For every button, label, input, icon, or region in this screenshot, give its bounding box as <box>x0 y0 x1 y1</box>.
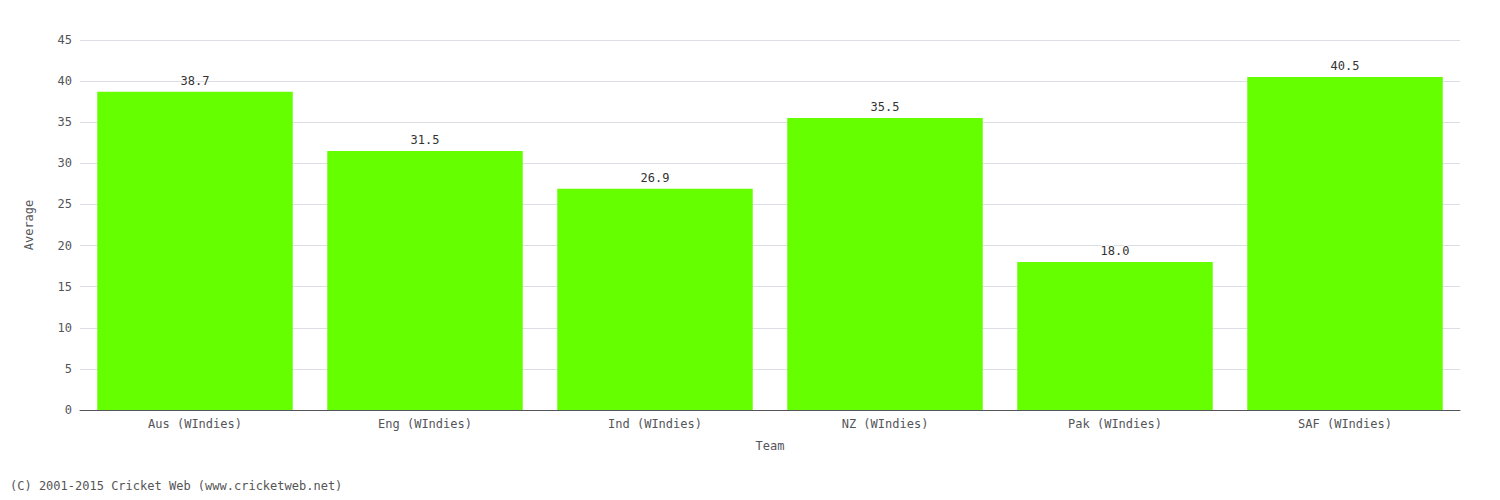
svg-text:25: 25 <box>58 197 72 211</box>
svg-text:15: 15 <box>58 280 72 294</box>
svg-text:18.0: 18.0 <box>1101 244 1130 258</box>
svg-text:10: 10 <box>58 321 72 335</box>
svg-text:31.5: 31.5 <box>411 133 440 147</box>
svg-text:Average: Average <box>22 200 36 251</box>
svg-text:0: 0 <box>65 403 72 417</box>
svg-text:30: 30 <box>58 156 72 170</box>
svg-text:Aus (WIndies): Aus (WIndies) <box>148 417 242 431</box>
svg-text:SAF (WIndies): SAF (WIndies) <box>1298 417 1392 431</box>
svg-text:26.9: 26.9 <box>641 171 670 185</box>
svg-text:(C) 2001-2015 Cricket Web (www: (C) 2001-2015 Cricket Web (www.cricketwe… <box>10 479 342 493</box>
svg-text:40.5: 40.5 <box>1331 59 1360 73</box>
svg-text:5: 5 <box>65 362 72 376</box>
svg-text:45: 45 <box>58 33 72 47</box>
svg-text:40: 40 <box>58 74 72 88</box>
svg-text:Team: Team <box>756 439 785 453</box>
svg-text:NZ (WIndies): NZ (WIndies) <box>842 417 929 431</box>
svg-text:Ind (WIndies): Ind (WIndies) <box>608 417 702 431</box>
svg-text:35: 35 <box>58 115 72 129</box>
svg-text:Pak (WIndies): Pak (WIndies) <box>1068 417 1162 431</box>
svg-text:20: 20 <box>58 239 72 253</box>
svg-text:35.5: 35.5 <box>871 100 900 114</box>
svg-text:38.7: 38.7 <box>181 74 210 88</box>
svg-text:Eng (WIndies): Eng (WIndies) <box>378 417 472 431</box>
